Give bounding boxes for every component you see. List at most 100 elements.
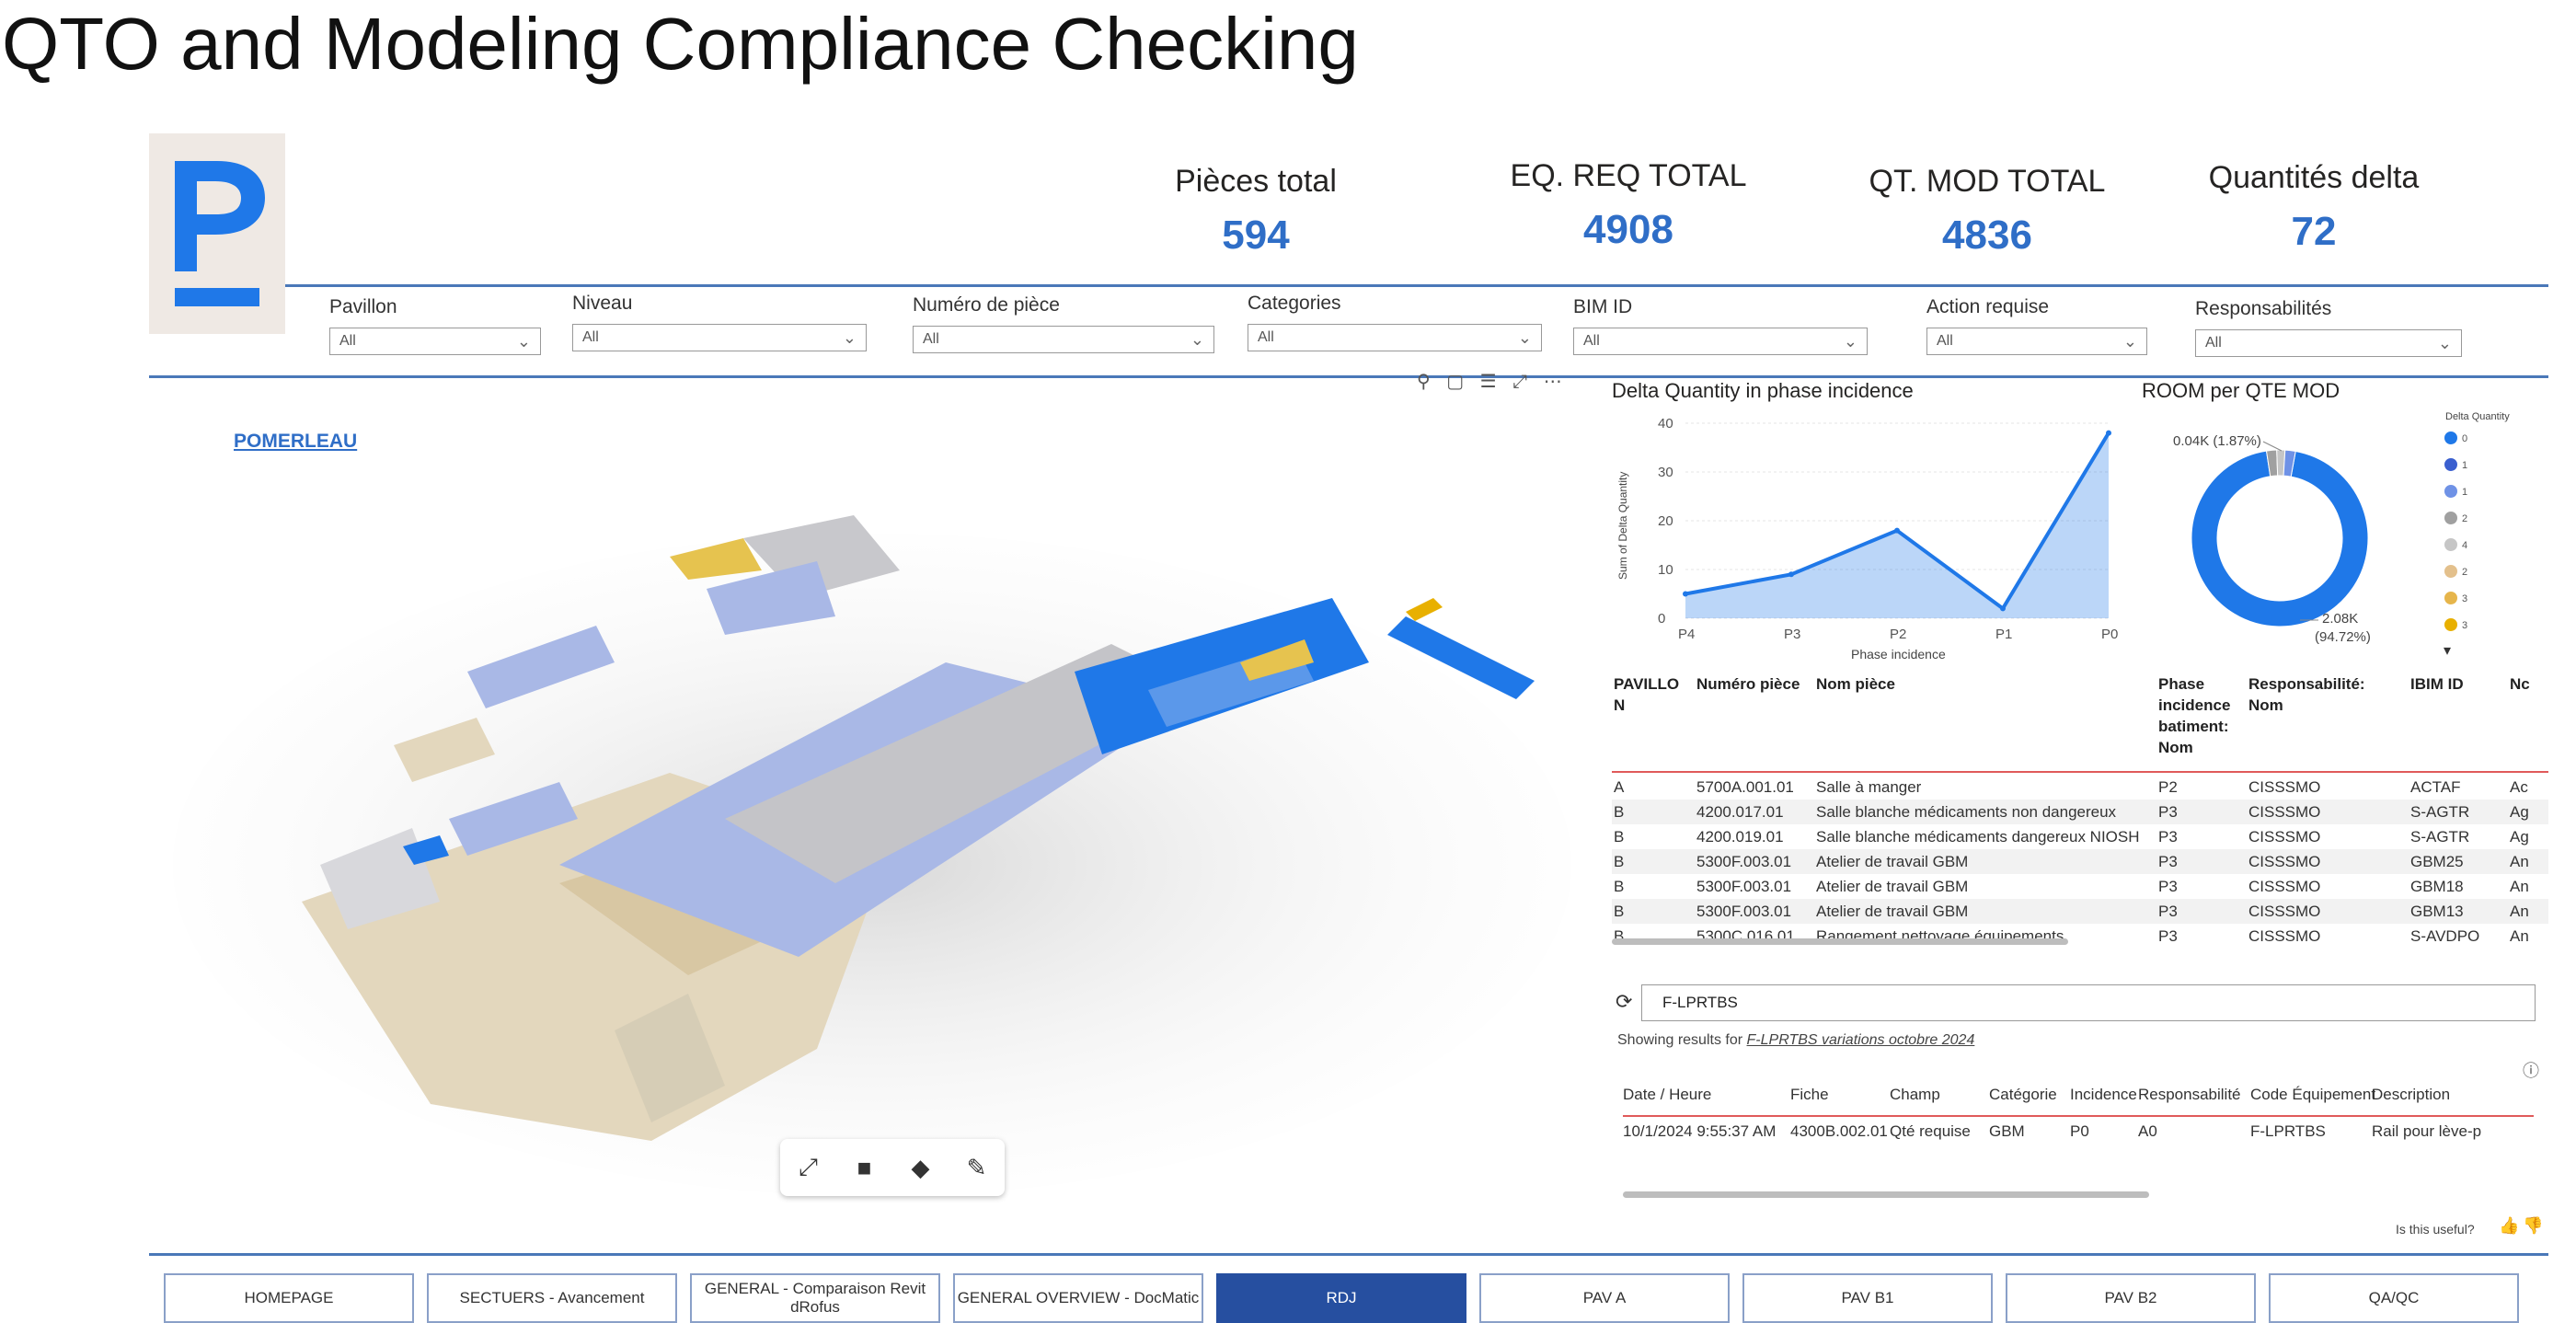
filter-value: All <box>1258 329 1274 345</box>
kpi-qt-mod-total: QT. MOD TOTAL 4836 <box>1849 164 2125 259</box>
qa-column-header[interactable]: Description <box>2372 1086 2451 1103</box>
table-cell: GBM18 <box>2410 878 2464 895</box>
table-row[interactable]: B 5300F.003.01 Atelier de travail GBM P3 CIS… <box>1612 849 2548 874</box>
table-cell: P3 <box>2158 878 2178 895</box>
header-divider <box>285 284 2548 287</box>
qa-column-header[interactable]: Catégorie <box>1989 1086 2057 1103</box>
table-cell: 10/1/2024 9:55:37 AM <box>1623 1122 1777 1140</box>
filter-dropdown[interactable]: All ⌄ <box>1926 328 2147 355</box>
filter-label: BIM ID <box>1573 296 1633 317</box>
filter-value: All <box>582 329 599 345</box>
rooms-column-header[interactable]: Phase incidence batiment: Nom <box>2158 675 2231 756</box>
kpi-quantites-delta: Quantités delta 72 <box>2176 160 2452 255</box>
x-tick-label: P4 <box>1678 627 1695 642</box>
table-row[interactable]: A 5700A.001.01 Salle à manger P2 CISSSMO ACTA… <box>1612 775 2548 800</box>
table-row[interactable]: B 4200.017.01 Salle blanche médicaments no… <box>1612 800 2548 824</box>
bim-3d-viewer[interactable] <box>173 386 1608 1214</box>
qa-column-header[interactable]: Date / Heure <box>1623 1086 1712 1103</box>
table-cell: ACTAF <box>2410 778 2461 796</box>
rooms-column-header[interactable]: Nom pièce <box>1816 675 1895 693</box>
room-per-qte-mod-donut: 0.04K (1.87%) 2.08K (94.72%) Delta Quantity… <box>2173 411 2510 659</box>
qa-column-header[interactable]: Responsabilité <box>2138 1086 2241 1103</box>
legend-marker <box>2444 485 2457 498</box>
fullscreen-icon[interactable]: ⤢ <box>799 1153 818 1180</box>
qa-column-header[interactable]: Incidence <box>2070 1086 2137 1103</box>
nav-button[interactable]: HOMEPAGE <box>164 1273 414 1323</box>
rooms-column-header[interactable]: Numéro pièce <box>1696 675 1800 693</box>
rooms-column-header[interactable]: Nc <box>2510 675 2530 693</box>
camera-icon[interactable]: ■ <box>857 1153 872 1181</box>
nav-button[interactable]: RDJ <box>1216 1273 1466 1323</box>
nav-button[interactable]: PAV B1 <box>1742 1273 1993 1323</box>
filter-dropdown[interactable]: All ⌄ <box>329 328 541 355</box>
table-cell: 4200.019.01 <box>1696 828 1784 846</box>
filter-label: Categories <box>1248 293 1341 314</box>
qa-column-header[interactable]: Champ <box>1890 1086 1940 1103</box>
table-row[interactable]: B 5300F.003.01 Atelier de travail GBM P3 CIS… <box>1612 874 2548 899</box>
table-cell: Salle à manger <box>1816 778 1922 796</box>
qa-search-input[interactable]: F-LPRTBS <box>1641 984 2536 1021</box>
filter-responsabilites: Responsabilités All ⌄ <box>2195 298 2462 357</box>
legend-marker <box>2444 512 2457 524</box>
nav-button[interactable]: QA/QC <box>2269 1273 2519 1323</box>
rooms-scrollbar[interactable] <box>1612 938 2068 945</box>
nav-button[interactable]: GENERAL OVERVIEW - DocMatic <box>953 1273 1203 1323</box>
filter-value: All <box>2205 335 2222 351</box>
filter-dropdown[interactable]: All ⌄ <box>1248 324 1542 351</box>
qa-icon: ⟳ <box>1616 990 1633 1013</box>
rooms-column-header[interactable]: Responsabilité: Nom <box>2248 675 2365 714</box>
qa-showing-link[interactable]: F-LPRTBS variations octobre 2024 <box>1746 1032 1975 1048</box>
legend-title: Delta Quantity <box>2445 411 2510 422</box>
filter-label: Action requise <box>1926 296 2050 317</box>
legend-marker <box>2444 618 2457 631</box>
nav-button[interactable]: PAV B2 <box>2006 1273 2256 1323</box>
filter-dropdown[interactable]: All ⌄ <box>572 324 867 351</box>
table-cell: S-AVDPO <box>2410 927 2480 945</box>
table-cell: Ac <box>2510 778 2528 796</box>
kpi-value: 4836 <box>1942 213 2032 258</box>
donut-label-small: 0.04K (1.87%) <box>2173 433 2261 449</box>
kpi-value: 4908 <box>1583 207 1673 252</box>
table-cell: CISSSMO <box>2248 878 2321 895</box>
table-cell: Atelier de travail GBM <box>1816 853 1969 870</box>
table-row[interactable]: B 5300F.003.01 Atelier de travail GBM P3 CIS… <box>1612 899 2548 924</box>
data-point <box>1683 591 1688 597</box>
qa-column-header[interactable]: Fiche <box>1790 1086 1829 1103</box>
table-cell: B <box>1614 927 1625 945</box>
table-cell: Qté requise <box>1890 1122 1971 1140</box>
filter-dropdown[interactable]: All ⌄ <box>2195 329 2462 357</box>
filter-dropdown[interactable]: All ⌄ <box>1573 328 1868 355</box>
chevron-down-icon: ⌄ <box>842 328 857 347</box>
nav-button[interactable]: SECTUERS - Avancement <box>427 1273 677 1323</box>
table-cell: P2 <box>2158 778 2178 796</box>
visual-header-icons[interactable]: ⚲ ▢ ☰ ⤢ ⋯ <box>1417 372 1568 392</box>
thumbs-up-icon[interactable]: 👍 <box>2499 1216 2520 1235</box>
nav-button[interactable]: PAV A <box>1479 1273 1730 1323</box>
viewer-brand-link[interactable]: POMERLEAU <box>234 431 358 452</box>
filter-label: Numéro de pièce <box>913 294 1060 316</box>
table-row[interactable]: 10/1/2024 9:55:37 AM 4300B.002.01 Qté requ… <box>1623 1121 2534 1145</box>
table-cell: S-AGTR <box>2410 803 2470 821</box>
x-tick-label: P3 <box>1784 627 1800 642</box>
nav-button[interactable]: GENERAL - Comparaison Revit dRofus <box>690 1273 940 1323</box>
cube-icon[interactable]: ◆ <box>911 1153 930 1181</box>
qa-column-header[interactable]: Code Équipement <box>2250 1086 2376 1103</box>
rooms-column-header[interactable]: IBIM ID <box>2410 675 2464 693</box>
info-icon[interactable]: ⓘ <box>2523 1062 2539 1080</box>
legend-label: 1 <box>2462 487 2467 498</box>
table-cell: S-AGTR <box>2410 828 2470 846</box>
qa-showing-results: Showing results for F-LPRTBS variations … <box>1617 1032 1974 1049</box>
table-cell: GBM25 <box>2410 853 2464 870</box>
rooms-column-header[interactable]: PAVILLO N <box>1614 675 1680 714</box>
legend-scroll-arrow: ▾ <box>2444 643 2451 659</box>
data-point <box>1894 527 1900 534</box>
table-row[interactable]: B 4200.019.01 Salle blanche médicaments da… <box>1612 824 2548 849</box>
table-cell: Ag <box>2510 803 2529 821</box>
table-cell: A0 <box>2138 1122 2157 1140</box>
brush-icon[interactable]: ✎ <box>966 1153 987 1181</box>
thumbs-down-icon[interactable]: 👎 <box>2523 1216 2544 1235</box>
chevron-down-icon: ⌄ <box>516 331 531 351</box>
table-cell: Ag <box>2510 828 2529 846</box>
qa-scrollbar[interactable] <box>1623 1191 2149 1198</box>
filter-dropdown[interactable]: All ⌄ <box>913 326 1214 353</box>
